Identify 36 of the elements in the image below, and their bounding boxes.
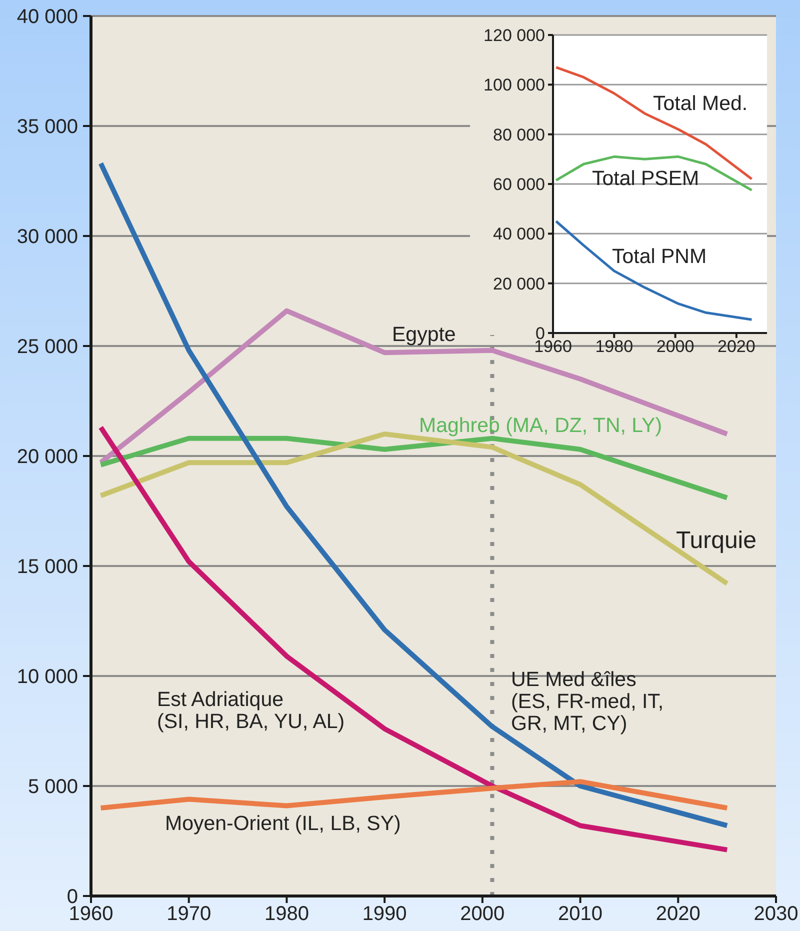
- series-label: Moyen-Orient (IL, LB, SY): [165, 812, 401, 835]
- series-label: UE Med &îles (ES, FR-med, IT, GR, MT, CY): [511, 668, 664, 735]
- y-tick-label: 20 000: [16, 446, 78, 468]
- y-tick-label: 10 000: [16, 666, 78, 688]
- y-tick-label: 25 000: [16, 336, 78, 358]
- x-tick-label: 2000: [656, 337, 694, 356]
- x-tick-label: 2020: [656, 903, 700, 926]
- y-tick-label: 40 000: [493, 224, 545, 244]
- series-label: Est Adriatique (SI, HR, BA, YU, AL): [157, 688, 345, 733]
- line-series: [554, 220, 753, 321]
- line-series: [554, 155, 753, 192]
- x-tick-label: 2010: [558, 903, 603, 926]
- series-label: Turquie: [676, 527, 756, 554]
- x-tick-label: 1960: [68, 903, 114, 926]
- x-tick-label: 1980: [595, 337, 634, 356]
- series-label: Total PNM: [612, 245, 707, 268]
- series-label: Total PSEM: [592, 167, 700, 190]
- x-tick-label: 2020: [718, 337, 756, 356]
- y-tick-label: 5 000: [28, 776, 78, 798]
- x-tick-label: 1980: [264, 903, 309, 926]
- x-tick-label: 2030: [754, 903, 798, 926]
- y-tick-label: 15 000: [16, 556, 78, 578]
- y-tick-label: 60 000: [493, 175, 545, 194]
- x-tick-label: 2000: [460, 903, 505, 926]
- y-tick-label: 40 000: [16, 6, 78, 28]
- x-tick-label: 1970: [166, 903, 212, 926]
- y-tick-label: 30 000: [16, 226, 78, 248]
- y-tick-label: 35 000: [16, 116, 78, 138]
- x-tick-label: 1990: [362, 903, 407, 926]
- y-tick-label: 80 000: [493, 125, 545, 144]
- y-tick-label: 20 000: [493, 274, 545, 294]
- series-label: Maghreb (MA, DZ, TN, LY): [419, 414, 662, 437]
- series-label: Egypte: [392, 323, 456, 346]
- y-tick-label: 100 000: [484, 76, 545, 95]
- y-tick-label: 120 000: [484, 26, 545, 46]
- series-label: Total Med.: [653, 92, 748, 115]
